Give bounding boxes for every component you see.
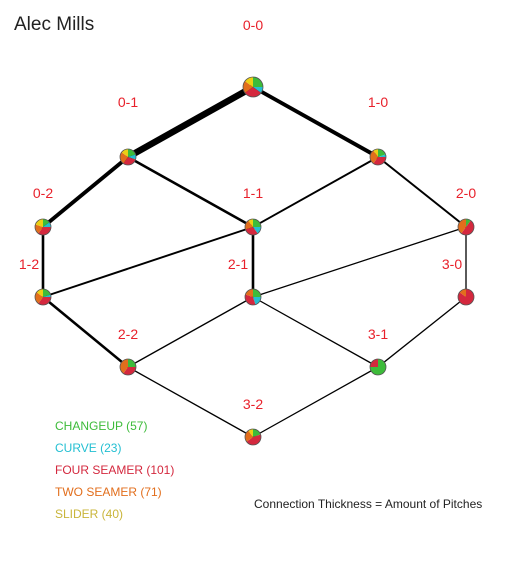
- node-outline-3-1: [369, 358, 387, 376]
- node-outline-3-2: [244, 428, 262, 446]
- slice-3-1-four-seamer: [370, 359, 378, 367]
- legend-item-slider: SLIDER (40): [55, 507, 124, 521]
- count-label-3-1: 3-1: [367, 326, 389, 342]
- count-node-3-2[interactable]: [244, 428, 262, 446]
- slice-0-0-four-seamer: [244, 87, 262, 98]
- slice-1-2-curve: [43, 294, 51, 297]
- slice-1-2-two-seamer: [35, 292, 43, 304]
- node-outline-0-1: [119, 148, 137, 166]
- connection-3-0-to-3-1: [377, 296, 467, 368]
- node-outline-0-2: [34, 218, 52, 236]
- node-outline-2-0: [457, 218, 475, 236]
- count-node-0-0[interactable]: [242, 76, 264, 98]
- slice-3-2-two-seamer: [245, 430, 253, 442]
- count-label-2-2: 2-2: [117, 326, 139, 342]
- count-node-1-2[interactable]: [34, 288, 52, 306]
- slice-1-2-changeup: [43, 289, 51, 297]
- count-node-2-0[interactable]: [457, 218, 475, 236]
- slice-0-1-four-seamer: [123, 157, 136, 165]
- slice-2-2-changeup: [128, 359, 136, 367]
- slice-1-1-two-seamer: [244, 220, 253, 230]
- count-node-3-1[interactable]: [369, 358, 387, 376]
- slice-1-1-changeup: [253, 219, 261, 227]
- count-label-0-1: 0-1: [117, 94, 139, 110]
- count-node-2-1[interactable]: [244, 288, 262, 306]
- connection-1-2-to-2-2: [42, 295, 129, 369]
- node-outline-3-0: [457, 288, 475, 306]
- connection-0-0-to-1-0: [252, 85, 379, 159]
- count-label-2-1: 2-1: [227, 256, 249, 272]
- slice-0-2-slider: [35, 219, 43, 227]
- slice-0-0-changeup: [253, 77, 263, 87]
- connection-2-1-to-3-1: [252, 296, 379, 368]
- count-node-3-0[interactable]: [457, 288, 475, 306]
- count-label-2-0: 2-0: [455, 185, 477, 201]
- connection-2-2-to-3-2: [127, 366, 254, 438]
- connection-2-0-to-2-1: [252, 226, 467, 298]
- node-outline-2-1: [244, 288, 262, 306]
- slice-2-1-two-seamer: [245, 289, 253, 297]
- slice-2-0-two-seamer: [458, 219, 466, 234]
- count-node-1-0[interactable]: [369, 148, 387, 166]
- connection-2-1-to-2-2: [127, 296, 254, 368]
- legend-item-curve: CURVE (23): [55, 441, 122, 455]
- slice-0-0-curve: [253, 87, 263, 93]
- slice-0-2-two-seamer: [35, 224, 43, 234]
- count-label-0-0: 0-0: [242, 17, 264, 33]
- connection-0-1-to-1-1: [127, 155, 254, 229]
- count-node-0-2[interactable]: [34, 218, 52, 236]
- node-outline-2-2: [119, 358, 137, 376]
- slice-0-1-two-seamer: [119, 152, 128, 164]
- slice-2-1-curve: [253, 297, 261, 305]
- slice-0-2-curve: [43, 222, 51, 227]
- legend-item-two-seamer: TWO SEAMER (71): [55, 485, 162, 499]
- slice-3-2-changeup: [253, 429, 261, 437]
- legend-item-changeup: CHANGEUP (57): [55, 419, 148, 433]
- slice-1-0-two-seamer: [370, 150, 378, 164]
- connection-0-0-to-0-1: [126, 84, 255, 160]
- pitcher-name: Alec Mills: [14, 14, 95, 35]
- count-label-0-2: 0-2: [32, 185, 54, 201]
- slice-2-0-four-seamer: [461, 220, 474, 235]
- slice-2-1-changeup: [253, 289, 261, 297]
- slice-0-1-curve: [128, 154, 136, 160]
- slice-2-2-two-seamer: [119, 359, 128, 374]
- slice-1-1-slider: [248, 219, 253, 227]
- count-label-1-1: 1-1: [242, 185, 264, 201]
- node-outline-1-0: [369, 148, 387, 166]
- node-outline-1-2: [34, 288, 52, 306]
- count-label-3-2: 3-2: [242, 396, 264, 412]
- slice-1-1-four-seamer: [245, 227, 258, 235]
- slice-3-2-four-seamer: [246, 434, 262, 445]
- count-node-0-1[interactable]: [119, 148, 137, 166]
- legend-item-four-seamer: FOUR SEAMER (101): [55, 463, 175, 477]
- slice-1-0-curve: [378, 154, 386, 157]
- slice-0-1-changeup: [128, 149, 136, 157]
- slice-2-0-changeup: [466, 219, 471, 227]
- slice-3-2-slider: [248, 429, 253, 437]
- count-label-1-2: 1-2: [18, 256, 40, 272]
- count-node-2-2[interactable]: [119, 358, 137, 376]
- pitch-legend: CHANGEUP (57) CURVE (23) FOUR SEAMER (10…: [55, 415, 174, 525]
- slice-1-0-slider: [373, 149, 378, 157]
- count-label-3-0: 3-0: [441, 256, 463, 272]
- connection-3-1-to-3-2: [252, 366, 379, 438]
- connection-thickness-note: Connection Thickness = Amount of Pitches: [254, 497, 483, 511]
- connection-1-0-to-1-1: [252, 156, 379, 228]
- count-node-1-1[interactable]: [244, 218, 262, 236]
- connection-1-1-to-1-2: [42, 226, 254, 298]
- connection-1-0-to-2-0: [377, 156, 467, 228]
- connection-0-1-to-0-2: [41, 155, 130, 229]
- count-label-1-0: 1-0: [367, 94, 389, 110]
- node-outline-1-1: [244, 218, 262, 236]
- node-outline-0-0: [242, 76, 264, 98]
- slice-0-0-two-seamer: [243, 81, 253, 93]
- slice-1-0-changeup: [378, 149, 386, 157]
